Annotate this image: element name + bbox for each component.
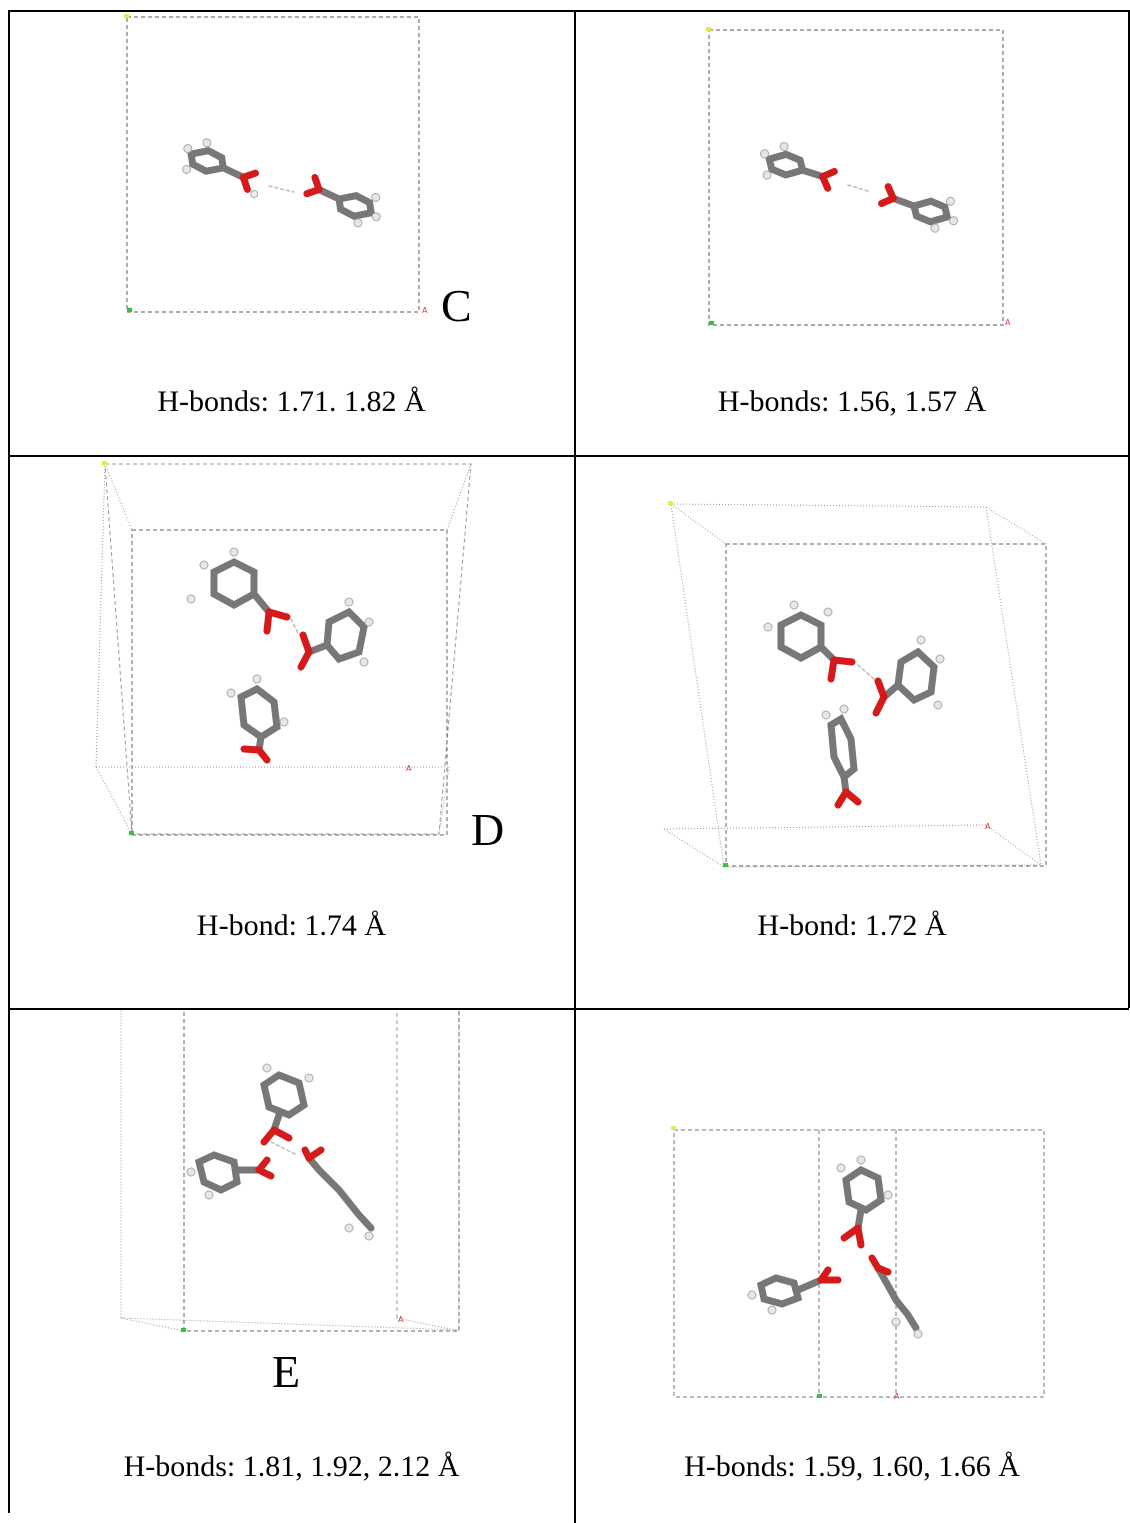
molecule-view-d-2: A bbox=[663, 501, 1047, 868]
table-border-left bbox=[8, 10, 10, 1513]
axis-a-marker: A bbox=[1005, 318, 1011, 327]
benzoic-acid-trimer bbox=[186, 547, 374, 764]
caption-c-1: H-bonds: 1.71. 1.82 Å bbox=[157, 385, 426, 418]
benzoic-acid-trimer bbox=[763, 600, 945, 809]
benzoic-acid-trimer bbox=[747, 1155, 923, 1339]
cell-d-trimer-1: A bbox=[9, 457, 574, 1008]
axis-a-marker: A bbox=[398, 1315, 404, 1324]
molecule-view-e-1: A bbox=[120, 1010, 460, 1332]
table-row-divider-2 bbox=[8, 1008, 1129, 1010]
caption-e-2: H-bonds: 1.59, 1.60, 1.66 Å bbox=[684, 1450, 1020, 1483]
cell-c-dimer-1: A bbox=[9, 11, 574, 455]
axis-a-marker: A bbox=[894, 1392, 900, 1401]
molecule-view-d-1: A bbox=[95, 461, 472, 836]
caption-d-2: H-bond: 1.72 Å bbox=[757, 909, 947, 942]
benzoic-acid-dimer bbox=[182, 138, 381, 228]
molecule-view-c-1: A bbox=[124, 14, 428, 315]
cell-e-trimer-2: A H-bonds: 1.59 bbox=[576, 1010, 1128, 1523]
axis-a-marker: A bbox=[422, 306, 428, 315]
caption-d-1: H-bond: 1.74 Å bbox=[196, 909, 387, 942]
simulation-box bbox=[95, 463, 472, 836]
axis-a-marker: A bbox=[985, 822, 991, 831]
table-border-right bbox=[1128, 10, 1130, 1008]
table-border-top bbox=[8, 10, 1129, 12]
caption-c-2: H-bonds: 1.56, 1.57 Å bbox=[717, 385, 987, 418]
panel-letter-c: C bbox=[441, 280, 472, 331]
benzoic-acid-trimer bbox=[186, 1063, 375, 1241]
molecule-view-e-2: A bbox=[671, 1126, 1045, 1401]
molecule-view-c-2: A bbox=[706, 27, 1011, 327]
simulation-box bbox=[708, 29, 1004, 326]
panel-letter-d: D bbox=[471, 804, 505, 855]
table-row-divider-1 bbox=[8, 455, 1129, 457]
simulation-box bbox=[663, 503, 1047, 868]
table-divider-vertical bbox=[574, 10, 576, 1523]
simulation-box bbox=[673, 1129, 1045, 1398]
panel-letter-e: E bbox=[272, 1346, 301, 1397]
caption-e-1: H-bonds: 1.81, 1.92, 2.12 Å bbox=[123, 1450, 460, 1483]
axis-a-marker: A bbox=[406, 764, 412, 773]
benzoic-acid-dimer bbox=[760, 142, 959, 233]
cell-d-trimer-2: A bbox=[576, 457, 1128, 1008]
simulation-box bbox=[120, 1010, 460, 1332]
cell-e-trimer-1: A E H-bonds bbox=[9, 1010, 574, 1523]
cell-c-dimer-2: A bbox=[576, 11, 1128, 455]
simulation-box bbox=[126, 16, 420, 313]
